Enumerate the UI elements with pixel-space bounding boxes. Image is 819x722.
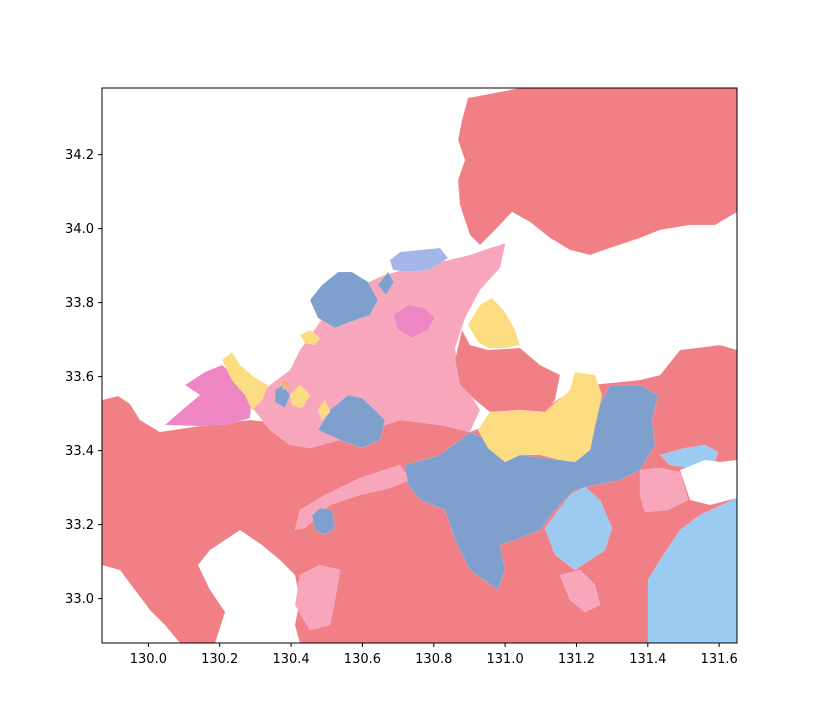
map-plot-area (102, 88, 737, 643)
region-south-lightpink (294, 564, 341, 631)
region-north-yellow (467, 297, 521, 349)
region-southeast-skyblue (647, 497, 737, 643)
region-north-small-blue (377, 271, 395, 296)
x-tick-label: 130.0 (130, 652, 167, 667)
y-tick-label: 33.6 (65, 370, 94, 385)
bay-west (102, 565, 180, 643)
region-tiny-yellow (317, 399, 331, 421)
region-central-magenta (392, 304, 436, 339)
x-tick-label: 130.2 (201, 652, 238, 667)
region-tiny-orange (279, 377, 291, 391)
x-tick-label: 130.8 (415, 652, 452, 667)
region-northwest-blue (309, 271, 379, 329)
region-coast-yellow (299, 329, 321, 346)
region-central-yellow (477, 371, 603, 463)
y-tick-label: 33.2 (65, 518, 94, 533)
region-north-periwinkle (389, 247, 449, 273)
region-strip-lightpink (294, 464, 411, 531)
y-tick-label: 33.4 (65, 444, 94, 459)
region-southeast-lightpink (559, 569, 601, 613)
y-axis: 33.0 33.2 33.4 33.6 33.8 34.0 34.2 (65, 148, 102, 607)
region-tiny-blue (274, 384, 291, 409)
sea-north (480, 212, 737, 412)
x-tick-label: 131.6 (701, 652, 738, 667)
x-tick-label: 130.6 (344, 652, 381, 667)
y-tick-label: 34.0 (65, 222, 94, 237)
x-tick-label: 131.0 (487, 652, 524, 667)
y-tick-label: 33.8 (65, 296, 94, 311)
x-tick-label: 130.4 (272, 652, 309, 667)
sea-east (680, 460, 737, 505)
region-south-skyblue (544, 486, 613, 571)
x-tick-label: 131.2 (558, 652, 595, 667)
region-east-lightpink (639, 467, 689, 513)
region-west-yellow (221, 351, 269, 411)
y-tick-label: 33.0 (65, 592, 94, 607)
axes-frame (101, 87, 738, 644)
region-small-yellow (289, 384, 311, 409)
y-tick-label: 34.2 (65, 148, 94, 163)
x-axis: 130.0 130.2 130.4 130.6 130.8 131.0 131.2 131.4… (130, 643, 738, 667)
region-mid-blue (317, 394, 386, 449)
bay-ariake (198, 530, 300, 643)
region-coast-coral (454, 329, 561, 413)
x-tick-label: 131.4 (629, 652, 666, 667)
region-small-blue (311, 507, 336, 536)
